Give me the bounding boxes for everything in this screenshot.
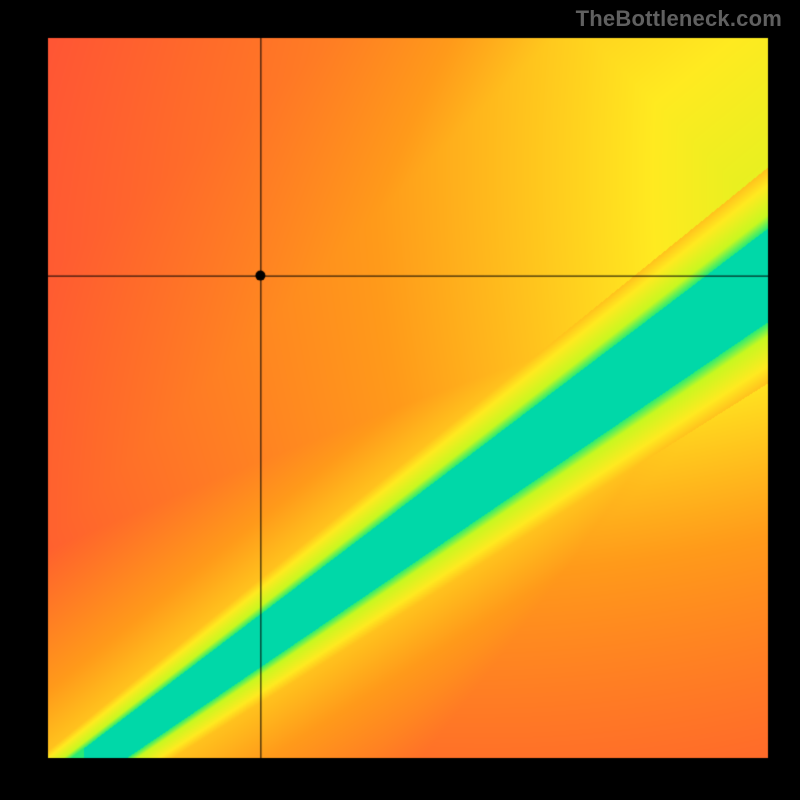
- watermark-text: TheBottleneck.com: [576, 6, 782, 32]
- heatmap-canvas: [0, 0, 800, 800]
- chart-container: TheBottleneck.com: [0, 0, 800, 800]
